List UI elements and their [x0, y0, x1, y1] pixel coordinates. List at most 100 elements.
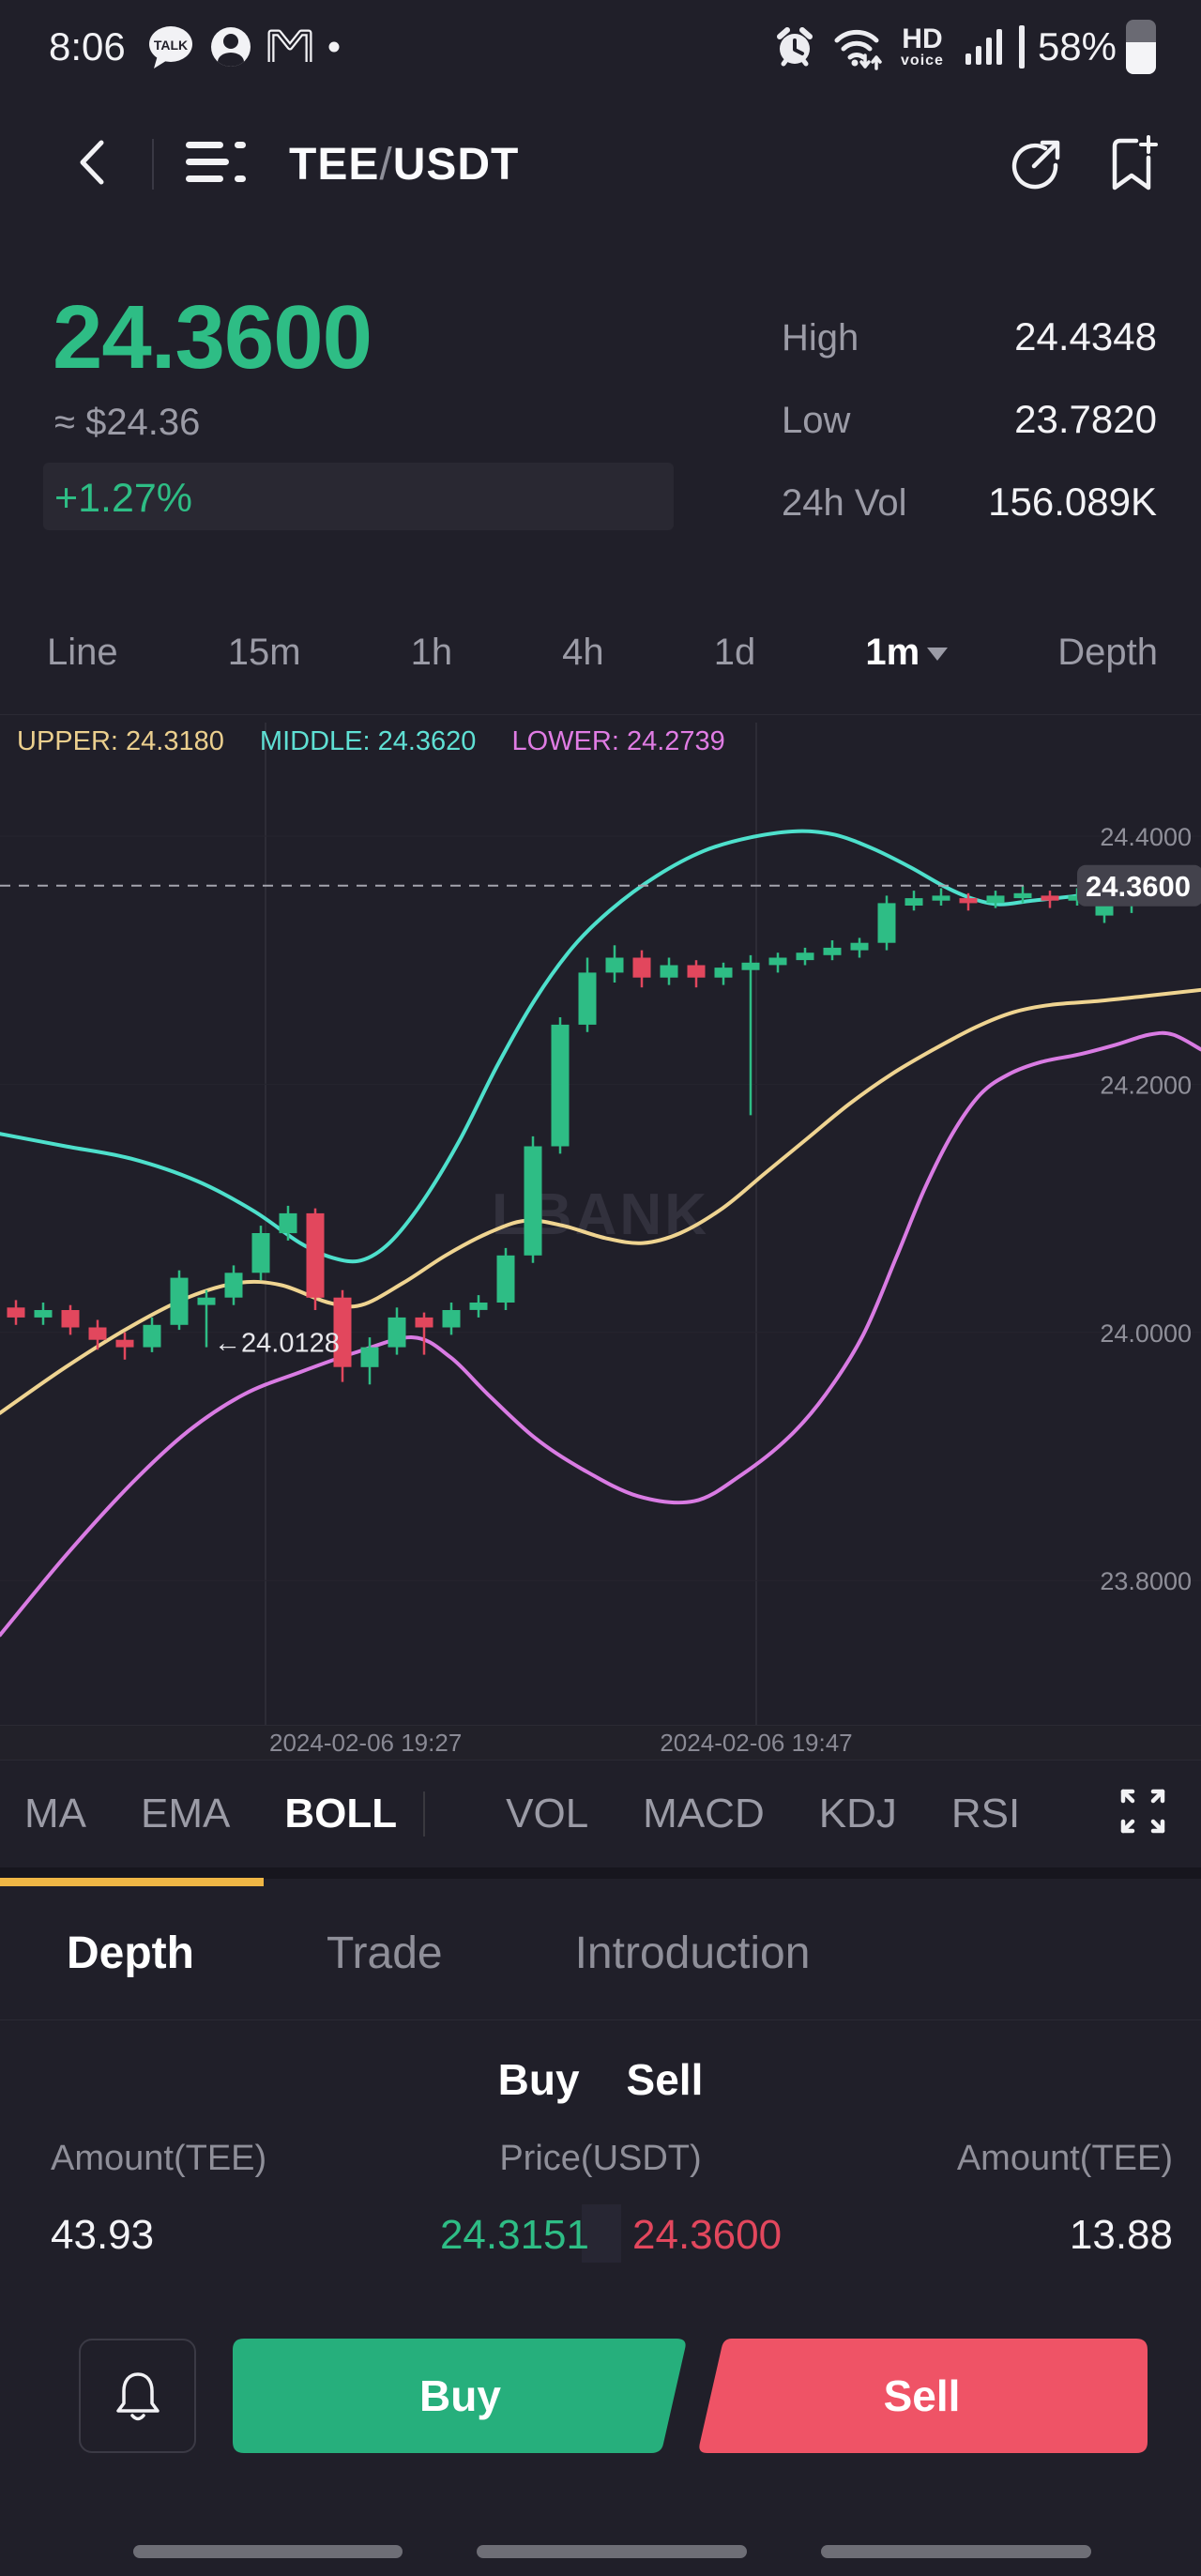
depth-column-headers: Amount(TEE) Price(USDT) Amount(TEE) — [0, 2139, 1201, 2178]
price-alert-button[interactable] — [79, 2339, 196, 2453]
depth-row[interactable]: 43.93 24.3151 24.3600 13.88 — [0, 2212, 1201, 2259]
indicator-macd[interactable]: MACD — [643, 1790, 765, 1837]
candle-body — [1041, 895, 1059, 901]
status-right: HD voice 58% — [773, 20, 1156, 74]
kakaotalk-icon: TALK — [146, 23, 195, 70]
notification-dot — [328, 41, 340, 53]
candle-body — [224, 1273, 243, 1298]
share-button[interactable] — [1008, 136, 1064, 192]
status-left: 8:06 TALK — [49, 23, 355, 70]
chevron-down-icon — [927, 648, 949, 662]
column-header-bid-amount: Amount(TEE) — [51, 2139, 267, 2178]
candle-body — [251, 1233, 270, 1273]
candle-body — [333, 1297, 352, 1367]
bid-amount: 43.93 — [51, 2212, 155, 2258]
boll-upper-value: UPPER: 24.3180 — [17, 726, 224, 756]
indicator-kdj[interactable]: KDJ — [818, 1790, 897, 1837]
signal-full-bar — [1018, 25, 1025, 69]
depth-sell-label[interactable]: Sell — [626, 2055, 704, 2104]
candle-body — [524, 1146, 542, 1256]
price-axis-label: 24.0000 — [1100, 1319, 1192, 1348]
tf-line[interactable]: Line — [47, 632, 118, 673]
candle-body — [442, 1310, 461, 1328]
section-seam — [0, 1867, 1201, 1879]
timeframe-bar: Line 15m 1h 4h 1d 1m Depth — [0, 591, 1201, 715]
buy-button[interactable]: Buy — [233, 2339, 688, 2453]
candle-body — [415, 1317, 433, 1328]
nav-back-button[interactable] — [821, 2545, 1091, 2558]
depth-buy-label[interactable]: Buy — [497, 2055, 580, 2104]
candle-body — [687, 965, 706, 978]
candle-body — [306, 1212, 325, 1298]
battery-icon — [1126, 20, 1156, 74]
clock-time: 8:06 — [49, 24, 126, 69]
fullscreen-icon[interactable] — [1117, 1785, 1169, 1842]
tf-active-label: 1m — [865, 632, 920, 673]
nav-recents-button[interactable] — [133, 2545, 403, 2558]
candle-body — [496, 1255, 515, 1303]
tf-1d[interactable]: 1d — [713, 632, 756, 673]
price-axis-label: 23.8000 — [1100, 1567, 1192, 1595]
depth-header: Buy Sell — [0, 2054, 1201, 2105]
app-header: TEE/USDT — [0, 94, 1201, 235]
voice-label: voice — [901, 53, 944, 69]
pair-quote: USDT — [392, 139, 520, 190]
indicator-rsi[interactable]: RSI — [950, 1790, 1021, 1837]
chart-canvas[interactable]: LBANK 24.4000 24.2000 24.0000 23.8000 ←24.012… — [0, 723, 1201, 1725]
indicator-vol[interactable]: VOL — [506, 1790, 589, 1837]
tab-introduction[interactable]: Introduction — [574, 1928, 811, 1978]
indicator-boll[interactable]: BOLL — [284, 1790, 398, 1837]
ask-price[interactable]: 24.3600 — [632, 2212, 783, 2258]
add-favorite-button[interactable] — [1107, 135, 1160, 193]
candlestick-chart[interactable]: UPPER: 24.3180 MIDDLE: 24.3620 LOWER: 24… — [0, 715, 1201, 1725]
indicator-divider — [423, 1791, 426, 1837]
stat-volume: 24h Vol 156.089K — [782, 480, 1157, 525]
current-price-chip — [1077, 864, 1201, 907]
tf-4h[interactable]: 4h — [562, 632, 604, 673]
stat-value: 156.089K — [988, 480, 1157, 524]
price-axis-label: 24.4000 — [1100, 823, 1192, 851]
stat-label: High — [782, 317, 859, 358]
candle-body — [823, 947, 842, 955]
tf-1h[interactable]: 1h — [410, 632, 453, 673]
indicator-ema[interactable]: EMA — [141, 1790, 231, 1837]
ask-amount: 13.88 — [1069, 2212, 1173, 2258]
candle-body — [1013, 892, 1032, 899]
indicator-ma[interactable]: MA — [24, 1790, 86, 1837]
candle-body — [796, 953, 814, 961]
candle-body — [197, 1297, 216, 1305]
bid-price[interactable]: 24.3151 — [439, 2212, 589, 2258]
tab-trade[interactable]: Trade — [326, 1928, 443, 1978]
tf-1m-dropdown[interactable]: 1m — [865, 632, 949, 674]
market-list-button[interactable] — [186, 140, 251, 190]
contact-icon — [210, 26, 251, 68]
stat-high: High 24.4348 — [782, 314, 1157, 359]
depth-mid-divider — [582, 2204, 621, 2263]
candle-body — [605, 957, 624, 973]
time-axis: 2024-02-06 19:27 2024-02-06 19:47 — [0, 1725, 1201, 1761]
tf-depth[interactable]: Depth — [1057, 632, 1158, 673]
depth-panel: Buy Sell Amount(TEE) Price(USDT) Amount(… — [0, 2020, 1201, 2340]
nav-home-button[interactable] — [477, 2545, 747, 2558]
tf-15m[interactable]: 15m — [227, 632, 301, 673]
candle-body — [632, 957, 651, 978]
hd-label: HD — [902, 23, 943, 54]
pair-base: TEE — [289, 139, 380, 190]
sell-button[interactable]: Sell — [696, 2339, 1148, 2453]
stat-label: Low — [782, 400, 851, 441]
candle-body — [850, 942, 869, 951]
back-button[interactable] — [75, 137, 109, 192]
candle-body — [34, 1310, 53, 1318]
wifi-icon — [831, 23, 886, 70]
candle-body — [61, 1310, 80, 1328]
tab-depth[interactable]: Depth — [67, 1928, 194, 1978]
price-axis-label: 24.2000 — [1100, 1071, 1192, 1099]
stat-low: Low 23.7820 — [782, 397, 1157, 442]
candle-body — [360, 1347, 379, 1367]
info-tabs: Depth Trade Introduction — [0, 1886, 1201, 2020]
candle-body — [932, 895, 950, 901]
action-bar: Buy Sell — [0, 2339, 1201, 2453]
stat-label: 24h Vol — [782, 482, 907, 524]
candle-body — [115, 1339, 134, 1348]
